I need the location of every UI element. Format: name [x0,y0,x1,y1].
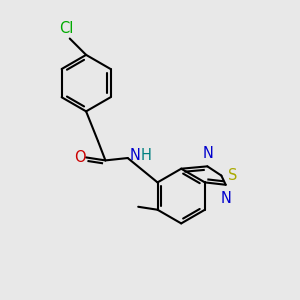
Text: O: O [74,150,85,165]
Text: N: N [129,148,140,163]
Text: H: H [140,148,151,163]
Text: N: N [221,191,232,206]
Text: N: N [202,146,213,161]
Text: Cl: Cl [59,21,74,36]
Text: S: S [228,168,237,183]
